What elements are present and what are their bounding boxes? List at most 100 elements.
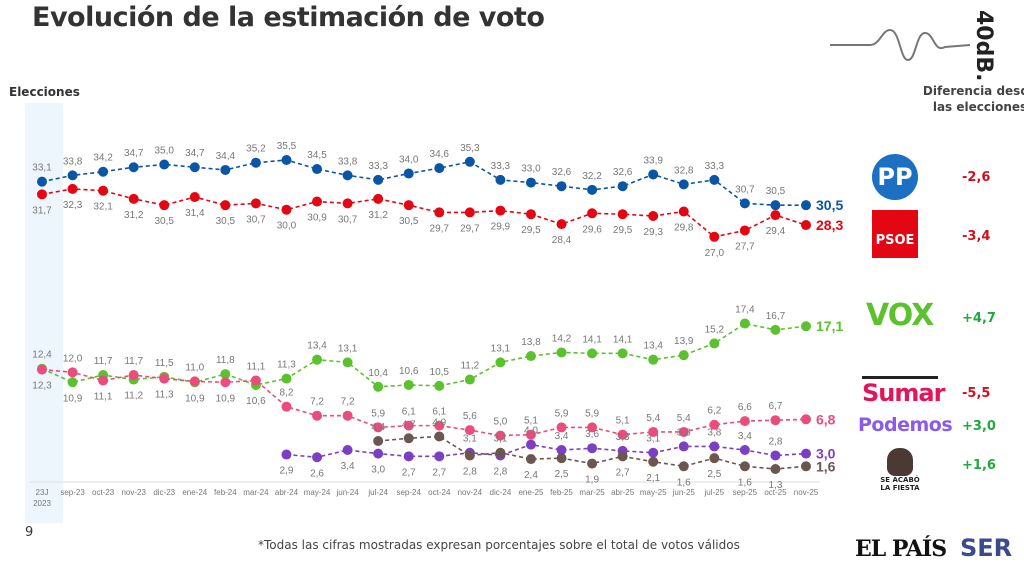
- x-tick-label: oct-24: [428, 488, 451, 497]
- data-point: [281, 204, 292, 215]
- data-point: [37, 364, 47, 375]
- data-label: 29,5: [521, 225, 541, 236]
- data-label: 5,4: [646, 413, 660, 424]
- data-point: [678, 441, 689, 452]
- data-label: 7,2: [341, 397, 355, 408]
- data-point: [617, 209, 628, 220]
- data-label: 29,9: [491, 222, 511, 233]
- wave-decoration-icon: [830, 28, 970, 62]
- data-point: [770, 415, 781, 426]
- data-point: [403, 433, 414, 444]
- data-label: 32,6: [552, 167, 572, 178]
- series-line-podemos: [286, 443, 807, 459]
- series-line-sumar: [41, 368, 807, 437]
- data-label: 33,8: [338, 156, 358, 167]
- data-point: [648, 426, 659, 437]
- data-point: [403, 168, 414, 179]
- footnote: *Todas las cifras mostradas expresan por…: [258, 538, 740, 552]
- data-point: [587, 458, 598, 469]
- vox-logo: VOX: [866, 298, 934, 333]
- data-point: [434, 163, 445, 174]
- x-tick-label: mar-25: [579, 488, 605, 497]
- data-label: 5,9: [555, 408, 569, 419]
- data-label: 11,7: [124, 356, 143, 367]
- data-point: [37, 176, 47, 187]
- data-label: 14,1: [582, 334, 602, 345]
- data-point: [250, 157, 261, 168]
- data-label: 2,6: [310, 468, 324, 479]
- data-point: [373, 448, 384, 459]
- data-label: 32,1: [93, 202, 113, 213]
- data-label: 12,4: [32, 350, 52, 361]
- x-tick-label: nov-24: [458, 488, 483, 497]
- data-label: 33,0: [521, 164, 541, 175]
- data-label: 31,2: [368, 210, 388, 221]
- data-label: 33,8: [63, 156, 83, 167]
- x-tick-label: dic-24: [490, 488, 512, 497]
- x-tick-label: jul-24: [367, 488, 388, 497]
- series-line-psoe: [41, 188, 807, 238]
- page-number: 9: [25, 525, 34, 540]
- data-label: 11,3: [277, 360, 296, 371]
- data-point: [587, 422, 598, 433]
- final-value-label: 28,3: [816, 217, 843, 233]
- data-label: 2,4: [524, 470, 538, 481]
- data-point: [373, 193, 384, 204]
- data-point: [67, 367, 78, 378]
- data-point: [709, 231, 720, 242]
- data-label: 7,2: [310, 397, 324, 408]
- page-title: Evolución de la estimación de voto: [32, 2, 545, 33]
- data-label: 17,4: [735, 305, 755, 316]
- data-point: [709, 174, 720, 185]
- data-label: 6,6: [738, 402, 752, 413]
- x-tick-label: oct-23: [92, 488, 115, 497]
- data-label: 10,4: [368, 368, 388, 379]
- data-label: 2,8: [493, 466, 507, 477]
- final-value-label: 17,1: [816, 318, 843, 334]
- x-tick-label: abr-25: [611, 488, 635, 497]
- data-point: [648, 456, 659, 467]
- data-label: 10,6: [246, 396, 266, 407]
- elections-label: Elecciones: [9, 85, 80, 99]
- data-label: 12,0: [63, 353, 83, 364]
- data-label: 6,2: [707, 406, 721, 417]
- data-point: [495, 205, 506, 216]
- data-label: 2,5: [707, 469, 721, 480]
- data-label: 29,4: [766, 226, 786, 237]
- salf-logo: SE ACABÓ LA FIESTA: [876, 448, 924, 492]
- data-label: 35,0: [155, 146, 175, 157]
- difference-header: Diferencia desde las elecciones: [922, 84, 1024, 114]
- data-point: [403, 200, 414, 211]
- data-point: [373, 422, 384, 433]
- data-point: [801, 321, 811, 332]
- data-label: 4,4: [371, 422, 385, 433]
- data-point: [281, 449, 292, 460]
- squirrel-icon: [887, 448, 913, 476]
- data-label: 15,2: [705, 324, 725, 335]
- elections-band: [25, 103, 63, 523]
- data-point: [281, 401, 292, 412]
- data-point: [464, 207, 475, 218]
- data-point: [342, 410, 353, 421]
- psoe-logo: PSOE: [872, 210, 918, 258]
- data-point: [495, 357, 506, 368]
- data-label: 11,0: [185, 362, 204, 373]
- data-label: 11,2: [460, 361, 479, 372]
- data-point: [739, 225, 750, 236]
- x-tick-label: sep-23: [60, 488, 85, 497]
- data-point: [189, 162, 200, 173]
- data-point: [495, 447, 506, 458]
- data-point: [250, 198, 261, 209]
- data-point: [587, 443, 598, 454]
- data-point: [617, 181, 628, 192]
- data-point: [739, 461, 750, 472]
- data-point: [98, 166, 109, 177]
- data-label: 2,1: [646, 473, 660, 484]
- data-point: [556, 219, 567, 230]
- x-tick-label: may-24: [304, 488, 331, 497]
- data-point: [67, 170, 78, 181]
- data-label: 3,8: [677, 427, 691, 438]
- data-label: 11,8: [216, 355, 235, 366]
- data-point: [739, 318, 750, 329]
- data-label: 10,9: [185, 393, 205, 404]
